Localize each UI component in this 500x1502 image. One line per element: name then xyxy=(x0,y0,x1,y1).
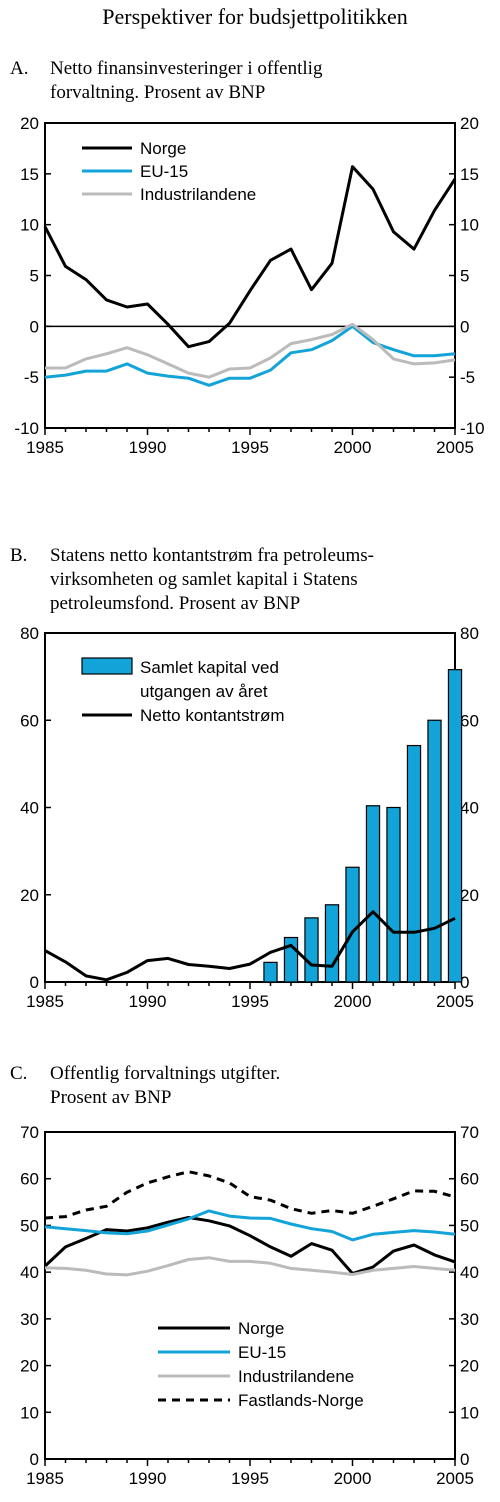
panel-2-label: C. xyxy=(10,1063,27,1084)
panel-0-title-line: forvaltning. Prosent av BNP xyxy=(50,82,265,103)
panel-0-y-tick-label-left: 20 xyxy=(20,114,39,133)
panel-1-series-line xyxy=(44,910,456,982)
panel-2-legend-label: Industrilandene xyxy=(238,1367,354,1386)
panel-2-y-tick-label-right: 20 xyxy=(460,1357,479,1376)
panel-2-y-tick-label-left: 50 xyxy=(20,1216,39,1235)
panel-2-x-tick-label: 2000 xyxy=(334,1469,372,1488)
panel-2-y-tick-label-right: 10 xyxy=(460,1403,479,1422)
panel-2-x-tick-label: 2005 xyxy=(436,1469,474,1488)
panel-2-series-line xyxy=(44,1170,456,1220)
panel-0-series-line xyxy=(44,324,456,387)
panel-0-y-tick-label-right: -10 xyxy=(460,419,485,438)
panel-2-x-tick-label: 1990 xyxy=(129,1469,167,1488)
panel-1-x-tick-label: 1990 xyxy=(129,992,167,1011)
panel-0-title-line: Netto finansinvesteringer i offentlig xyxy=(50,58,323,79)
panel-2-series-line xyxy=(44,1209,456,1242)
panel-0-y-tick-label-right: 20 xyxy=(460,114,479,133)
panel-1-y-tick-label-right: 20 xyxy=(460,886,479,905)
panel-1-y-tick-label-right: 60 xyxy=(460,711,479,730)
panel-1-bar xyxy=(324,904,340,983)
panel-1-y-tick-label-right: 80 xyxy=(460,624,479,643)
panel-1-label: B. xyxy=(10,545,27,566)
panel-1-y-tick-label-left: 40 xyxy=(20,799,39,818)
panel-0-x-tick-label: 1995 xyxy=(231,438,269,457)
panel-1-y-tick-label-left: 0 xyxy=(30,973,39,992)
panel-0-x-tick-label: 1990 xyxy=(129,438,167,457)
panel-0-plot-frame xyxy=(44,122,456,429)
panel-1-y-tick-label-right: 40 xyxy=(460,799,479,818)
panel-0-y-tick-label-right: 5 xyxy=(460,267,469,286)
panel-0-series-line xyxy=(43,165,457,349)
panel-2-x-tick-label: 1985 xyxy=(26,1469,64,1488)
panel-1-bar xyxy=(427,719,442,983)
panel-0-y-tick-label-left: 5 xyxy=(30,267,39,286)
panel-1-title-line: petroleumsfond. Prosent av BNP xyxy=(50,593,300,614)
panel-2-y-tick-label-right: 60 xyxy=(460,1170,479,1189)
panel-1-y-tick-label-left: 20 xyxy=(20,886,39,905)
panel-1-legend-label: Netto kontantstrøm xyxy=(140,706,285,725)
panel-1-x-tick-label: 1995 xyxy=(231,992,269,1011)
panel-0-x-tick-label: 1985 xyxy=(26,438,64,457)
panel-1-bar xyxy=(406,744,422,983)
panel-2-x-tick-label: 1995 xyxy=(231,1469,269,1488)
panel-2-series-line xyxy=(44,1256,456,1277)
panel-2-y-tick-label-right: 30 xyxy=(460,1310,479,1329)
panel-2-y-tick-label-left: 70 xyxy=(20,1123,39,1142)
panel-1-bar xyxy=(386,806,401,983)
panel-0-legend-label: Norge xyxy=(140,139,186,158)
panel-0-legend-label: Industrilandene xyxy=(140,185,256,204)
panel-2-y-tick-label-left: 20 xyxy=(20,1357,39,1376)
panel-0-x-tick-label: 2000 xyxy=(334,438,372,457)
panel-2-y-tick-label-right: 50 xyxy=(460,1216,479,1235)
panel-1-y-tick-label-left: 80 xyxy=(20,624,39,643)
panel-0-y-tick-label-left: 0 xyxy=(30,317,39,336)
panel-0-y-tick-label-left: -10 xyxy=(14,419,39,438)
panel-2-title-line: Prosent av BNP xyxy=(50,1087,171,1108)
panel-2-series-line xyxy=(43,1216,456,1275)
panel-2-y-tick-label-right: 0 xyxy=(460,1450,469,1469)
panel-1-x-tick-label: 2000 xyxy=(334,992,372,1011)
panel-1-y-tick-label-left: 60 xyxy=(20,711,39,730)
panel-0-y-tick-label-right: 0 xyxy=(460,317,469,336)
panel-0-legend-label: EU-15 xyxy=(140,162,188,181)
panel-2-y-tick-label-right: 70 xyxy=(460,1123,479,1142)
panel-2-legend-label: Norge xyxy=(238,1319,284,1338)
panel-1-y-tick-label-right: 0 xyxy=(460,973,469,992)
panel-2-legend-label: Fastlands-Norge xyxy=(238,1391,364,1410)
panel-1-x-tick-label: 2005 xyxy=(436,992,474,1011)
panel-1-bar xyxy=(304,917,319,983)
panel-0-y-tick-label-left: 10 xyxy=(20,216,39,235)
panel-0-y-tick-label-right: 10 xyxy=(460,216,479,235)
panel-1-legend-label: utgangen av året xyxy=(140,682,268,701)
panel-2-legend-label: EU-15 xyxy=(238,1343,286,1362)
panel-1-bar xyxy=(345,866,360,983)
panel-2-y-tick-label-left: 40 xyxy=(20,1263,39,1282)
panel-2-y-tick-label-left: 10 xyxy=(20,1403,39,1422)
panel-1-bar xyxy=(447,669,463,983)
figure-title: Perspektiver for budsjettpolitikken xyxy=(102,4,408,29)
panel-0-label: A. xyxy=(10,58,28,79)
panel-1-bar xyxy=(365,805,381,983)
panel-0-y-tick-label-left: 15 xyxy=(20,165,39,184)
panel-2-y-tick-label-left: 60 xyxy=(20,1170,39,1189)
panel-1-bar xyxy=(263,961,278,983)
panel-0-y-tick-label-right: -5 xyxy=(460,368,475,387)
panel-0-x-tick-label: 2005 xyxy=(436,438,474,457)
panel-2-y-tick-label-right: 40 xyxy=(460,1263,479,1282)
panel-1-x-tick-label: 1985 xyxy=(26,992,64,1011)
panel-2-y-tick-label-left: 30 xyxy=(20,1310,39,1329)
panel-0-series-line xyxy=(45,322,456,379)
panel-2-y-tick-label-left: 0 xyxy=(30,1450,39,1469)
panel-1-legend-bar-swatch xyxy=(81,657,133,675)
panel-1-legend-label: Samlet kapital ved xyxy=(140,658,279,677)
panel-1-title-line: Statens netto kontantstrøm fra petroleum… xyxy=(50,545,374,566)
panel-0-y-tick-label-left: -5 xyxy=(24,368,39,387)
panel-0-y-tick-label-right: 15 xyxy=(460,165,479,184)
panel-1-title-line: virksomheten og samlet kapital i Statens xyxy=(50,569,358,590)
panel-2-title-line: Offentlig forvaltnings utgifter. xyxy=(50,1063,280,1084)
